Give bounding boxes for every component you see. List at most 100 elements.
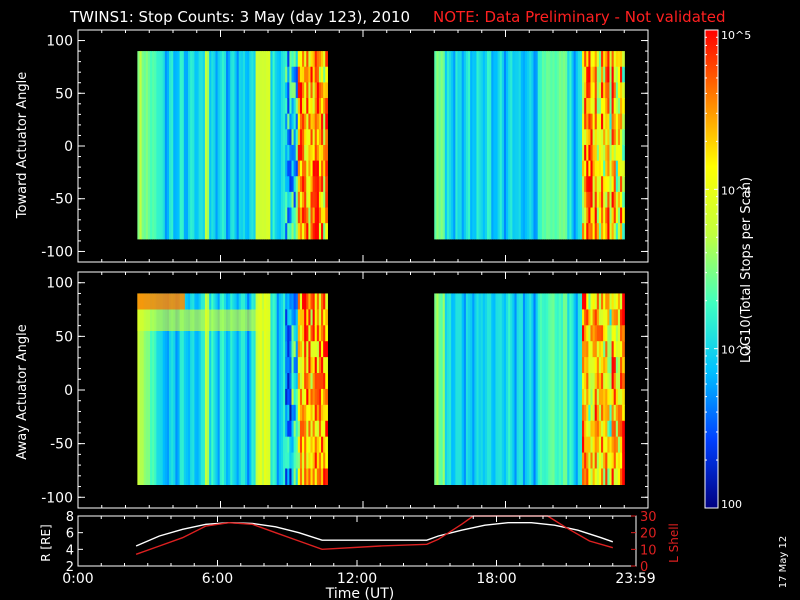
- heatmap-cell: [302, 357, 305, 374]
- heatmap-cell: [615, 404, 619, 422]
- heatmap-cell: [287, 129, 290, 146]
- heatmap-cell: [584, 223, 587, 240]
- heatmap-cell: [321, 293, 324, 310]
- heatmap-cell: [304, 191, 307, 209]
- heatmap-cell: [285, 223, 288, 240]
- heatmap-cell: [463, 51, 467, 240]
- heatmap-cell: [476, 51, 480, 240]
- heatmap-cell: [316, 373, 320, 390]
- heatmap-cell: [605, 468, 608, 485]
- heatmap-cell: [285, 160, 288, 177]
- heatmap-cell: [588, 191, 592, 209]
- heatmap-cell: [598, 223, 602, 240]
- heatmap-cell: [609, 51, 613, 68]
- heatmap-cell: [607, 51, 611, 68]
- heatmap-cell: [295, 341, 299, 358]
- heatmap-cell: [584, 129, 587, 146]
- heatmap-cell: [293, 51, 297, 68]
- heatmap-cell: [302, 113, 305, 130]
- heatmap-cell: [582, 341, 585, 358]
- heatmap-cell: [598, 160, 602, 177]
- heatmap-cell: [590, 144, 594, 162]
- heatmap-cell: [306, 66, 309, 83]
- heatmap-cell: [304, 468, 307, 485]
- y-tick-label-right: 20: [640, 527, 657, 542]
- heatmap-cell: [299, 113, 303, 130]
- heatmap-cell: [183, 293, 187, 485]
- heatmap-cell: [276, 51, 280, 240]
- heatmap-cell: [584, 468, 587, 485]
- heatmap-cell: [215, 293, 219, 485]
- heatmap-cell: [620, 341, 623, 358]
- heatmap-cell: [323, 51, 326, 68]
- heatmap-cell: [506, 293, 509, 485]
- heatmap-cell: [321, 420, 324, 438]
- heatmap-cell: [586, 207, 589, 224]
- heatmap-cell: [293, 129, 297, 146]
- heatmap-cell: [310, 468, 314, 485]
- heatmap-cell: [321, 341, 324, 358]
- heatmap-cell: [306, 436, 309, 454]
- heatmap-cell: [455, 51, 459, 240]
- heatmap-cell: [601, 160, 604, 177]
- heatmap-cell: [299, 420, 303, 438]
- heatmap-cell: [603, 82, 606, 99]
- heatmap-cell: [596, 388, 600, 406]
- heatmap-cell: [615, 452, 619, 470]
- heatmap-cell: [302, 191, 305, 209]
- heatmap-cell: [622, 98, 625, 115]
- heatmap-cell: [586, 144, 589, 162]
- heatmap-cell: [611, 66, 615, 83]
- heatmap-cell: [598, 176, 602, 193]
- heatmap-cell: [594, 436, 598, 454]
- heatmap-cell: [295, 388, 299, 406]
- heatmap-cell: [590, 191, 594, 209]
- heatmap-cell: [588, 468, 592, 485]
- heatmap-cell: [598, 341, 602, 358]
- heatmap-cell: [609, 113, 613, 130]
- heatmap-cell: [321, 452, 324, 470]
- heatmap-cell: [598, 436, 602, 454]
- heatmap-cell: [438, 51, 442, 240]
- heatmap-cell: [588, 66, 592, 83]
- heatmap-cell: [468, 293, 471, 485]
- heatmap-block-1: [434, 293, 625, 485]
- heatmap-cell: [613, 309, 617, 326]
- heatmap-cell: [594, 176, 598, 193]
- heatmap-cell: [139, 51, 143, 240]
- heatmap-cell: [297, 223, 301, 240]
- heatmap-cell: [321, 325, 324, 342]
- heatmap-cell: [323, 468, 326, 485]
- heatmap-cell: [308, 98, 312, 115]
- heatmap-cell: [312, 293, 316, 310]
- heatmap-cell: [325, 388, 328, 406]
- heatmap-cell: [598, 129, 602, 146]
- heatmap-cell: [323, 191, 326, 209]
- heatmap-cell: [620, 51, 623, 68]
- heatmap-cell: [323, 373, 326, 390]
- heatmap-cell: [314, 144, 318, 162]
- heatmap-cell: [573, 293, 577, 485]
- heatmap-cell: [586, 160, 589, 177]
- heatmap-cell: [613, 325, 617, 342]
- heatmap-cell: [306, 404, 309, 422]
- heatmap-cell: [601, 176, 604, 193]
- heatmap-cell: [295, 66, 299, 83]
- heatmap-cell: [308, 468, 312, 485]
- heatmap-cell: [582, 388, 585, 406]
- heatmap-cell: [323, 144, 326, 162]
- heatmap-cell: [550, 51, 554, 240]
- heatmap-cell: [607, 325, 611, 342]
- heatmap-cell: [304, 309, 307, 326]
- heatmap-cell: [295, 373, 299, 390]
- heatmap-cell: [622, 223, 625, 240]
- heatmap-cell: [143, 293, 147, 485]
- heatmap-cell: [266, 293, 269, 485]
- heatmap-cell: [596, 98, 600, 115]
- heatmap-cell: [293, 388, 297, 406]
- heatmap-cell: [611, 309, 615, 326]
- heatmap-cell: [617, 207, 621, 224]
- heatmap-cell: [601, 191, 604, 209]
- heatmap-cell: [497, 293, 501, 485]
- heatmap-cell: [289, 223, 293, 240]
